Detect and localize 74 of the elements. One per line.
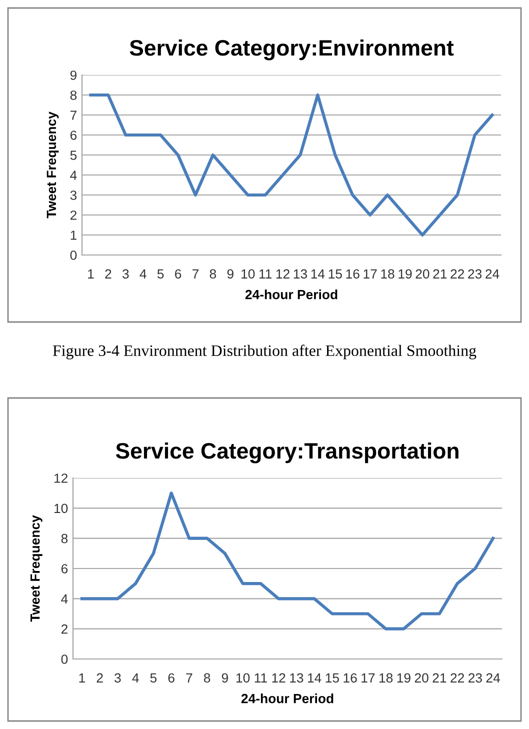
y-tick-label: 4 — [70, 170, 77, 180]
x-tick-label: 17 — [362, 673, 375, 682]
x-tick-label: 13 — [294, 269, 307, 279]
x-tick-label: 3 — [122, 269, 129, 279]
x-tick-label: 1 — [88, 269, 94, 278]
line-series — [89, 93, 494, 237]
x-tick-label: 11 — [259, 269, 272, 278]
x-tick-label: 5 — [150, 673, 157, 683]
x-tick-label: 6 — [175, 269, 182, 279]
x-tick-label: 14 — [311, 269, 325, 278]
x-tick-label: 8 — [210, 269, 216, 279]
x-tick-label: 9 — [227, 269, 234, 279]
x-tick-label: 12 — [276, 269, 290, 278]
x-tick-label: 17 — [364, 269, 377, 278]
y-tick-label: 4 — [61, 594, 68, 604]
x-tick-label: 1 — [79, 673, 85, 682]
x-axis-title: 24-hour Period — [241, 694, 334, 704]
x-tick-label: 4 — [140, 269, 146, 278]
y-tick-label: 8 — [70, 90, 77, 100]
x-tick-label: 7 — [186, 673, 192, 682]
y-tick-label: 6 — [61, 564, 68, 574]
y-axis-title: Tweet Frequency — [46, 112, 59, 218]
y-tick-label: 1 — [70, 230, 76, 240]
x-tick-label: 16 — [344, 673, 357, 683]
y-tick-label: 2 — [61, 624, 68, 634]
x-tick-label: 21 — [433, 269, 447, 278]
chart-title: Service Category:Transportation — [116, 442, 458, 464]
x-tick-label: 9 — [222, 673, 228, 683]
x-tick-label: 15 — [326, 673, 339, 683]
x-tick-label: 10 — [242, 269, 255, 279]
x-tick-label: 7 — [192, 269, 198, 278]
chart-title: Service Category:Environment — [130, 39, 454, 60]
x-tick-label: 19 — [398, 269, 412, 279]
x-tick-label: 21 — [432, 673, 446, 682]
x-tick-label: 2 — [96, 673, 103, 682]
x-tick-label: 12 — [272, 673, 286, 682]
x-tick-label: 4 — [132, 673, 139, 682]
x-tick-label: 5 — [157, 269, 164, 279]
x-tick-label: 13 — [290, 673, 304, 683]
y-tick-label: 6 — [70, 130, 77, 140]
y-tick-label: 12 — [54, 474, 68, 483]
y-tick-label: 0 — [70, 250, 77, 260]
y-tick-label: 8 — [61, 534, 68, 544]
y-axis-title: Tweet Frequency — [30, 515, 42, 622]
x-axis-title: 24-hour Period — [245, 290, 338, 300]
y-tick-label: 9 — [70, 70, 77, 80]
caption: Figure 3-4 Environment Distribution after Exponential Smoothing — [52, 344, 476, 360]
x-tick-label: 20 — [416, 269, 430, 279]
x-tick-label: 23 — [468, 269, 482, 279]
x-tick-label: 23 — [468, 673, 482, 683]
x-tick-label: 3 — [114, 673, 121, 683]
y-tick-label: 2 — [70, 210, 76, 220]
x-tick-label: 24 — [486, 673, 500, 682]
x-tick-label: 14 — [308, 673, 322, 682]
x-tick-label: 18 — [379, 673, 393, 683]
x-tick-label: 22 — [450, 673, 464, 682]
x-tick-label: 2 — [105, 269, 112, 278]
x-tick-label: 16 — [346, 269, 360, 279]
x-tick-label: 19 — [397, 673, 410, 683]
y-tick-label: 10 — [54, 504, 68, 514]
y-tick-label: 0 — [61, 654, 68, 664]
x-tick-label: 24 — [486, 269, 500, 278]
x-tick-label: 8 — [204, 673, 210, 683]
y-tick-label: 3 — [70, 190, 77, 200]
y-tick-label: 7 — [70, 110, 76, 120]
x-tick-label: 20 — [414, 673, 428, 683]
y-tick-label: 5 — [70, 150, 77, 160]
x-tick-label: 22 — [450, 269, 464, 278]
x-tick-label: 10 — [236, 673, 250, 683]
x-tick-label: 6 — [168, 673, 174, 683]
x-tick-label: 15 — [328, 269, 342, 279]
x-tick-label: 11 — [254, 673, 267, 682]
x-tick-label: 18 — [381, 269, 394, 279]
line-series — [80, 492, 495, 630]
